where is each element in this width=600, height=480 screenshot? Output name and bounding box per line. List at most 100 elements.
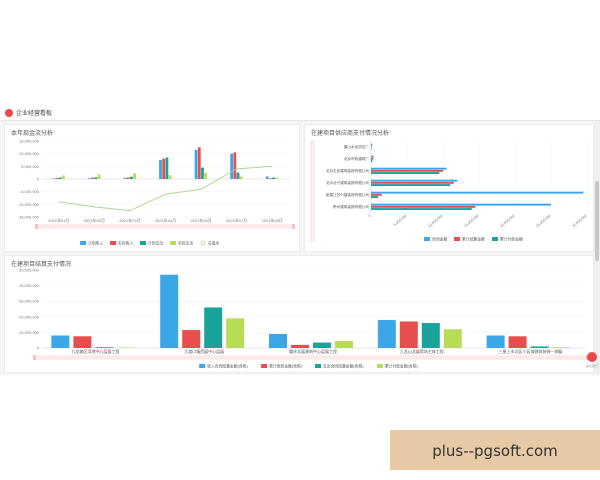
x-tick-label: 5,000,000 xyxy=(393,214,408,227)
legend-label: 实际收入 xyxy=(118,241,133,246)
page-scrollbar[interactable] xyxy=(594,121,600,375)
bar xyxy=(399,321,418,348)
legend-label: 累计付款金额 xyxy=(500,237,523,242)
bar xyxy=(87,178,91,179)
legend-label: 计划支出 xyxy=(148,241,163,246)
legend-swatch xyxy=(376,364,383,368)
y-tick-label: 20,000,000 xyxy=(19,314,40,319)
cashflow-title: 本年现金流分析 xyxy=(11,131,54,137)
legend-swatch xyxy=(169,241,176,245)
bar xyxy=(162,158,166,179)
bar xyxy=(421,323,440,348)
bar xyxy=(204,307,223,348)
y-tick-label: 15,000,000 xyxy=(19,139,40,144)
bar xyxy=(94,177,98,179)
zoom-slider xyxy=(34,355,588,360)
logo-icon xyxy=(5,109,13,117)
bar xyxy=(51,335,70,348)
bar xyxy=(371,208,472,210)
legend-label: 累计结算金额 xyxy=(462,237,485,242)
legend-label: 累计付款金额(含税) xyxy=(385,364,419,369)
y-tick-label: -15,000,000 xyxy=(18,215,40,220)
bar xyxy=(371,196,379,198)
bar xyxy=(73,336,92,348)
bar xyxy=(226,318,245,348)
bar xyxy=(204,172,208,179)
bar xyxy=(230,153,234,179)
x-tick-label: 三星上市北区小区域建筑装修一期级 xyxy=(499,348,563,354)
x-tick-label: 2021年04月 xyxy=(155,217,176,223)
bar xyxy=(159,160,162,179)
x-tick-label: 2021年05月 xyxy=(190,217,211,223)
contact-label: 联系我们 xyxy=(585,364,598,368)
supplier-panel: 在建项目供应商支付情况分析 0 5,000,000 10,000,000 15,000… xyxy=(304,124,594,252)
legend-swatch xyxy=(261,364,268,368)
bar xyxy=(265,176,269,179)
x-tick-label: 大渡口镇西展中心层展 xyxy=(184,348,224,354)
y-tick-label: 0 xyxy=(37,177,40,182)
bar xyxy=(377,319,396,348)
dashboard-header: 企业经营看板 xyxy=(0,105,600,121)
watermark-text: plus--pgsoft.com xyxy=(432,442,558,460)
legend-swatch xyxy=(424,237,431,241)
bar xyxy=(269,333,287,348)
bar xyxy=(91,177,94,179)
y-tick-label: 50,000,000 xyxy=(19,268,40,273)
y-tick-label: 5,000,000 xyxy=(21,164,40,169)
bar xyxy=(371,155,374,158)
bar xyxy=(201,167,204,179)
legend-label: 实际支出 xyxy=(178,241,193,246)
bar xyxy=(371,205,476,208)
bar xyxy=(508,336,527,348)
dashboard: 企业经营看板 本年现金流分析 15,000,000 10,000,000 5,000… xyxy=(0,105,600,375)
y-tick-label: -10,000,000 xyxy=(18,202,40,207)
x-tick-label: 2021年01月 xyxy=(48,217,69,223)
bar xyxy=(371,172,440,174)
x-tick-label: 九龙山北展馆场主体工程 xyxy=(400,348,444,354)
bar xyxy=(371,167,447,170)
bar xyxy=(371,179,458,182)
bar xyxy=(129,176,133,179)
bar xyxy=(55,177,59,179)
bar xyxy=(97,174,101,179)
bar xyxy=(371,145,372,148)
x-tick-label: 0 xyxy=(368,214,372,218)
y-tick-label: 康山水站供应厂 xyxy=(344,144,370,149)
line-series xyxy=(58,165,273,212)
dashboard-title: 企业经营看板 xyxy=(16,111,53,117)
bar xyxy=(52,178,56,179)
bar xyxy=(371,169,443,172)
contact-button[interactable]: 联系我们 xyxy=(584,352,600,372)
legend-swatch xyxy=(199,364,206,368)
x-tick-label: 九龙坡区湾地中心层展工程 xyxy=(71,348,119,354)
legend-swatch xyxy=(80,241,87,245)
x-tick-label: 25,000,000 xyxy=(535,214,551,229)
zoom-handle-left xyxy=(33,355,36,360)
legend-label: 合同金额 xyxy=(432,237,447,242)
bar xyxy=(160,274,179,348)
bar xyxy=(194,149,198,179)
supplier-title: 在建项目供应商支付情况分析 xyxy=(311,131,390,137)
y-tick-label: 40,000,000 xyxy=(19,283,40,288)
cashflow-chart: 15,000,000 10,000,000 5,000,000 0 -5,000,000… xyxy=(18,139,295,246)
bar xyxy=(371,160,373,162)
x-tick-label: 2021年03月 xyxy=(119,217,140,223)
scrollbar-thumb[interactable] xyxy=(595,181,599,261)
y-tick-label: 10,000,000 xyxy=(19,151,40,156)
bar xyxy=(486,335,505,348)
bar xyxy=(371,191,584,194)
settlement-panel: 在建项目结算支付情况 50,000,000 40,000,000 30,000,00… xyxy=(4,255,594,373)
y-tick-label: 北京无双建筑装修有限公司 xyxy=(326,168,370,173)
bar xyxy=(371,157,374,160)
y-tick-label: 0 xyxy=(37,346,40,351)
y-tick-label: 10,000,000 xyxy=(19,330,40,335)
settlement-title: 在建项目结算支付情况 xyxy=(11,262,72,268)
legend-swatch xyxy=(315,364,321,368)
x-tick-label: 重庆北展建筑中心层展工程 xyxy=(289,348,337,354)
zoom-slider xyxy=(310,140,315,242)
legend-swatch xyxy=(200,240,206,246)
bar xyxy=(371,203,551,206)
supplier-chart: 0 5,000,000 10,000,000 15,000,000 20,000,000… xyxy=(310,140,588,242)
bar xyxy=(443,329,462,348)
bar xyxy=(371,193,382,196)
